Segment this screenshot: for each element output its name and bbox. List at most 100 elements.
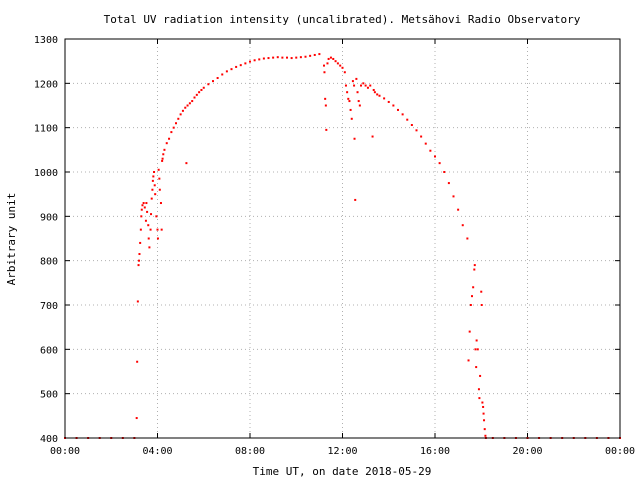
data-point xyxy=(139,241,142,244)
data-point xyxy=(346,91,349,94)
data-point xyxy=(349,108,352,111)
data-point xyxy=(139,228,142,231)
data-point xyxy=(475,339,478,342)
data-point xyxy=(473,264,476,267)
data-point xyxy=(313,53,316,56)
data-point xyxy=(184,106,187,109)
data-point xyxy=(138,253,141,256)
y-axis-label: Arbitrary unit xyxy=(5,193,18,286)
data-point xyxy=(324,97,327,100)
data-point xyxy=(447,182,450,185)
data-point xyxy=(161,157,164,160)
data-point xyxy=(159,202,162,205)
data-point xyxy=(295,56,298,59)
data-point xyxy=(146,210,149,213)
y-tick-label: 800 xyxy=(40,257,58,268)
data-point xyxy=(318,53,321,56)
data-point xyxy=(472,286,475,289)
data-point xyxy=(156,228,159,231)
y-tick-label: 600 xyxy=(40,345,58,356)
data-point xyxy=(353,84,356,87)
data-point xyxy=(415,129,418,132)
data-point xyxy=(267,57,270,60)
data-point xyxy=(477,388,480,391)
data-point xyxy=(290,57,293,60)
data-point xyxy=(401,113,404,116)
data-point xyxy=(153,184,156,187)
data-point xyxy=(357,100,360,103)
data-series xyxy=(64,53,621,439)
data-point xyxy=(429,149,432,152)
data-point xyxy=(327,57,330,60)
data-point xyxy=(188,102,191,105)
data-point xyxy=(141,204,144,207)
data-point xyxy=(138,259,140,262)
x-tick-label: 00:00 xyxy=(605,446,635,457)
data-point xyxy=(347,97,350,100)
y-tick-label: 1200 xyxy=(34,79,58,90)
data-point xyxy=(341,66,344,69)
data-point xyxy=(155,215,158,218)
data-point xyxy=(376,93,379,96)
data-point xyxy=(239,64,242,67)
data-point xyxy=(286,56,288,59)
data-point xyxy=(324,104,327,107)
data-point xyxy=(198,91,201,94)
data-point xyxy=(221,73,224,76)
data-point xyxy=(149,228,152,231)
data-point xyxy=(136,360,139,363)
x-tick-label: 12:00 xyxy=(327,446,357,457)
data-point xyxy=(323,64,325,67)
data-point xyxy=(466,237,469,240)
data-point xyxy=(136,300,139,303)
data-point xyxy=(172,126,175,129)
data-point xyxy=(225,70,228,73)
data-point xyxy=(158,177,161,180)
data-point xyxy=(258,58,261,61)
data-point xyxy=(145,202,148,205)
data-point xyxy=(230,68,233,71)
data-point xyxy=(480,304,483,306)
data-point xyxy=(410,124,413,127)
data-point xyxy=(147,237,150,240)
data-point xyxy=(152,175,155,178)
data-point xyxy=(168,137,171,140)
data-point xyxy=(443,171,446,173)
data-point xyxy=(191,100,194,103)
data-point xyxy=(348,100,351,103)
data-point xyxy=(475,366,478,369)
data-point xyxy=(151,188,154,191)
data-point xyxy=(383,97,386,100)
y-tick-label: 1000 xyxy=(34,168,58,179)
x-tick-label: 08:00 xyxy=(235,446,265,457)
data-point xyxy=(355,77,358,80)
data-point xyxy=(468,330,471,333)
data-point xyxy=(482,412,485,415)
y-tick-label: 400 xyxy=(40,434,58,445)
data-point xyxy=(170,131,173,134)
data-point xyxy=(309,54,312,57)
data-point xyxy=(144,219,147,222)
data-point xyxy=(154,193,157,196)
data-point xyxy=(474,348,477,351)
data-point xyxy=(163,148,166,151)
data-point xyxy=(137,264,140,267)
data-point xyxy=(461,224,464,227)
data-point xyxy=(157,168,160,171)
data-point xyxy=(471,295,473,298)
data-point xyxy=(148,246,151,249)
data-point xyxy=(212,80,214,83)
data-point xyxy=(165,142,168,145)
data-point xyxy=(351,80,354,83)
data-point xyxy=(325,128,328,131)
data-point xyxy=(392,104,395,107)
data-point xyxy=(207,83,210,86)
data-point xyxy=(397,108,399,111)
data-point xyxy=(276,56,279,59)
x-tick-label: 00:00 xyxy=(50,446,80,457)
data-point xyxy=(281,56,284,59)
data-point xyxy=(358,104,361,107)
data-point xyxy=(151,179,154,182)
data-point xyxy=(406,118,409,121)
data-point xyxy=(299,56,302,59)
